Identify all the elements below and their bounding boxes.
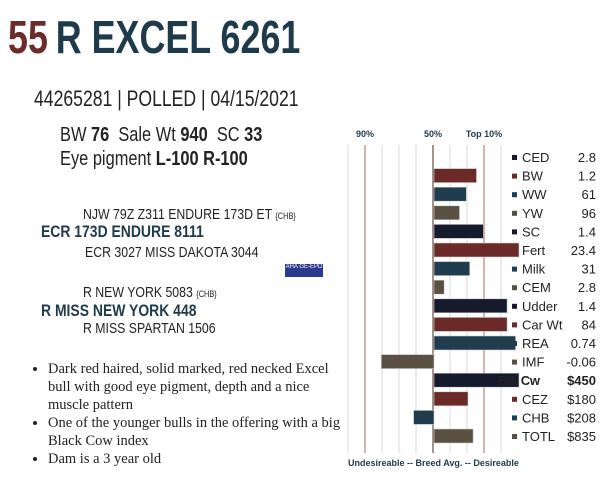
label-milk: Milk [522, 262, 546, 277]
eye-left: L-100 [155, 148, 199, 170]
value-rea: 0.74 [571, 336, 596, 351]
sale-wt-value: 940 [180, 124, 208, 146]
label-yw: YW [522, 206, 544, 221]
dam-dam: R MISS SPARTAN 1506 [83, 320, 216, 337]
label-cem: CEM [522, 280, 551, 295]
label-cez: CEZ [522, 392, 548, 407]
value-fert: 23.4 [571, 243, 596, 258]
legend-swatch [512, 396, 517, 402]
label-udder: Udder [522, 299, 558, 314]
label-fert: Fert [522, 243, 546, 258]
header-label: 90% [356, 129, 374, 139]
lot-number: 55 [8, 11, 48, 63]
bar-ww [433, 186, 467, 202]
value-cem: 2.8 [578, 280, 596, 295]
legend-swatch [512, 248, 517, 253]
aha-ge-epd-logo: AHA GE-EPD [285, 264, 323, 277]
label-imf: IMF [522, 355, 544, 370]
bar-imf [380, 354, 435, 369]
eye-right: R-100 [203, 148, 248, 170]
label-sc: SC [522, 224, 540, 239]
sire-sire: NJW 79Z Z311 ENDURE 173D ET {CHB} [83, 206, 296, 223]
legend-swatch [512, 359, 517, 365]
comment: Dark red haired, solid marked, red necke… [48, 360, 348, 414]
bar-yw [433, 205, 460, 221]
legend-swatch [512, 322, 517, 328]
eye-label: Eye pigment [60, 148, 152, 170]
value-imf: -0.06 [566, 355, 596, 370]
sire: ECR 173D ENDURE 8111 [41, 222, 204, 241]
bw-label: BW [60, 124, 87, 146]
header-label: Top 10% [466, 129, 502, 139]
legend-swatch [512, 266, 517, 272]
legend-swatch [512, 210, 517, 216]
header-label: 50% [424, 129, 442, 139]
sc-label: SC [216, 124, 240, 146]
legend-swatch [512, 415, 517, 421]
label-ww: WW [522, 187, 547, 202]
bar-car-wt [433, 317, 508, 332]
sc-value: 33 [244, 124, 263, 146]
epd-chart: 90% 50% Top 10% CED 2.8 BW 1.2 WW 61 YW 96 SC 1.4 Fer… [347, 129, 596, 468]
bar-chb [413, 410, 435, 425]
value-blk-cw: $450 [567, 373, 596, 388]
value-udder: 1.4 [578, 299, 596, 314]
legend-swatch [512, 173, 517, 179]
legend-swatch [512, 285, 517, 291]
value-milk: 31 [582, 262, 596, 277]
label-chb: CHB [522, 410, 549, 425]
bw-value: 76 [90, 124, 110, 146]
comments-list: Dark red haired, solid marked, red necke… [30, 360, 348, 468]
legend-swatch [512, 192, 517, 198]
lot-title: 55 R EXCEL 6261 [8, 10, 300, 64]
bar-blk-cw [433, 372, 520, 388]
bar-bw [433, 168, 477, 183]
weights-line: BW 76 Sale Wt 940 SC 33 [60, 124, 262, 147]
label-ced: CED [522, 150, 549, 165]
bar-sc [433, 224, 484, 239]
value-totl: $835 [567, 429, 596, 444]
sire-dam: ECR 3027 MISS DAKOTA 3044 [85, 244, 259, 261]
bar-cez [433, 391, 469, 407]
dam-sire: R NEW YORK 5083 {CHB} [83, 284, 217, 301]
legend-swatch [512, 155, 517, 160]
animal-name: R EXCEL 6261 [55, 11, 301, 63]
bar-milk [433, 261, 471, 276]
eye-pigment-line: Eye pigment L-100 R-100 [60, 148, 248, 171]
value-ww: 61 [582, 187, 596, 202]
dam: R MISS NEW YORK 448 [41, 301, 197, 320]
label-totl: TOTL [522, 429, 555, 444]
value-bw: 1.2 [578, 169, 596, 184]
bar-fert [433, 242, 520, 258]
value-chb: $208 [567, 410, 596, 425]
bar-cem [433, 279, 445, 295]
label-bw: BW [522, 169, 544, 184]
chb-tag: {CHB} [196, 289, 217, 299]
legend-swatch [512, 434, 517, 439]
id-line: 44265281 | POLLED | 04/15/2021 [34, 86, 299, 111]
label-rea: REA [522, 336, 549, 351]
legend-swatch [512, 341, 517, 346]
value-car-wt: 84 [582, 317, 596, 332]
label-blk-cw: Blk Cw [498, 373, 541, 388]
value-sc: 1.4 [578, 224, 596, 239]
bar-totl [433, 428, 474, 444]
bar-udder [433, 298, 508, 314]
bar-rea [433, 335, 516, 351]
value-ced: 2.8 [578, 150, 596, 165]
value-yw: 96 [582, 206, 596, 221]
chart-footer: Undesireable -- Breed Avg. -- Desireable [348, 458, 519, 468]
legend-swatch [512, 229, 517, 235]
chb-tag: {CHB} [275, 211, 296, 221]
legend-swatch [512, 303, 517, 309]
label-car-wt: Car Wt [522, 317, 563, 332]
comment: Dam is a 3 year old [48, 450, 348, 468]
value-cez: $180 [567, 392, 596, 407]
comment: One of the younger bulls in the offering… [48, 414, 348, 450]
sale-wt-label: Sale Wt [118, 124, 176, 146]
